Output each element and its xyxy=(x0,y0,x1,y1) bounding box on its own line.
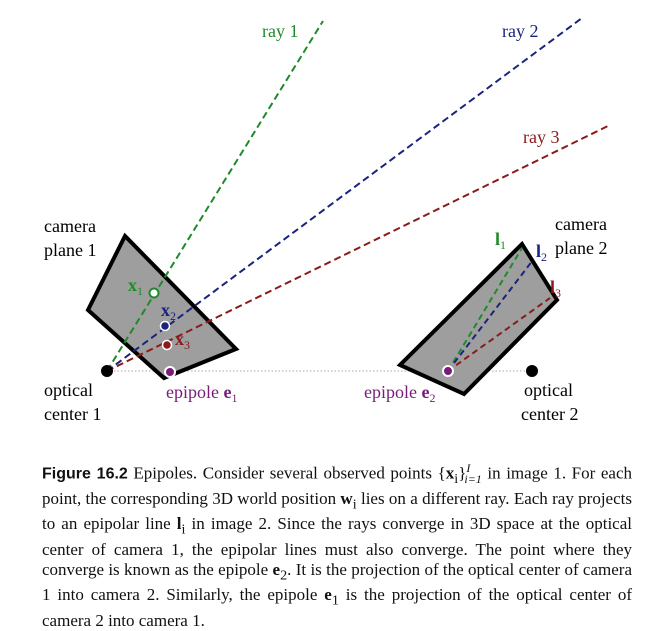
optical-center-1-label-line1: optical xyxy=(44,380,93,400)
caption-title: Epipoles. xyxy=(133,463,198,483)
optical-center-2-label-line1: optical xyxy=(524,380,573,400)
ray-2-label: ray 2 xyxy=(502,21,538,41)
l3-label: l3 xyxy=(550,277,561,300)
x2-label: x2 xyxy=(161,300,176,323)
caption-text: in image 2. Since the rays converge in 3… xyxy=(42,514,632,579)
camera-plane-1-label-line1: camera xyxy=(44,216,96,236)
epipole-e1-dot xyxy=(164,366,176,378)
epipolar-line-1 xyxy=(447,247,523,372)
point-x3 xyxy=(161,339,173,351)
optical-center-1-dot xyxy=(101,365,113,377)
optical-center-2-label-line2: center 2 xyxy=(521,404,578,424)
x3-label: x3 xyxy=(175,329,190,352)
epipolar-line-2 xyxy=(447,259,534,372)
caption-math: i=1 xyxy=(464,472,482,487)
caption-text: } xyxy=(458,463,467,483)
caption-math: i xyxy=(454,471,459,488)
caption-math: w xyxy=(340,489,353,509)
ray-3-line xyxy=(106,124,611,372)
point-x2 xyxy=(159,320,171,332)
caption-text: Consider several observed points { xyxy=(202,463,446,483)
camera-plane-2-label-line1: camera xyxy=(555,214,607,234)
l1-label: l1 xyxy=(495,229,506,252)
x1-label: x1 xyxy=(128,275,143,298)
caption-math: I xyxy=(466,461,471,475)
l2-label: l2 xyxy=(536,241,547,264)
caption-text: . It is the projection of the optical ce… xyxy=(42,559,632,605)
camera-plane-1-label-line2: plane 1 xyxy=(44,240,96,260)
point-x1 xyxy=(148,287,160,299)
caption-math: i xyxy=(352,496,357,513)
ray-1-line xyxy=(106,20,324,372)
caption-math: i xyxy=(181,521,186,538)
optical-center-1-label-line2: center 1 xyxy=(44,404,101,424)
caption-math: e xyxy=(272,559,281,579)
caption-text: is the projection of the optical center … xyxy=(42,585,632,630)
caption-text: lies on a different ray. Each ray projec… xyxy=(42,489,632,534)
ray-3-label: ray 3 xyxy=(523,127,559,147)
epipole-e2-dot xyxy=(442,365,454,377)
caption-text: in image 1. For each point, the correspo… xyxy=(42,463,633,509)
ray-1-label: ray 1 xyxy=(262,21,298,41)
camera-plane-2-label-line2: plane 2 xyxy=(555,238,607,258)
caption-math: x xyxy=(445,463,455,483)
caption-math: e xyxy=(324,585,332,605)
optical-center-2-dot xyxy=(526,365,538,377)
epipolar-line-3 xyxy=(447,297,551,372)
figure-caption: Figure 16.2 Epipoles. Consider several o… xyxy=(42,458,632,631)
caption-math: 1 xyxy=(331,592,339,609)
epipole-diagram: ray 1 ray 2 ray 3 camera plane 1 camera … xyxy=(44,17,611,424)
epipole-e2-label: epipole e2 xyxy=(364,382,435,405)
figure-label: Figure 16.2 xyxy=(42,465,128,483)
epipole-e1-label: epipole e1 xyxy=(166,382,237,405)
caption-math: l xyxy=(176,514,182,534)
caption-math: 2 xyxy=(280,567,288,584)
